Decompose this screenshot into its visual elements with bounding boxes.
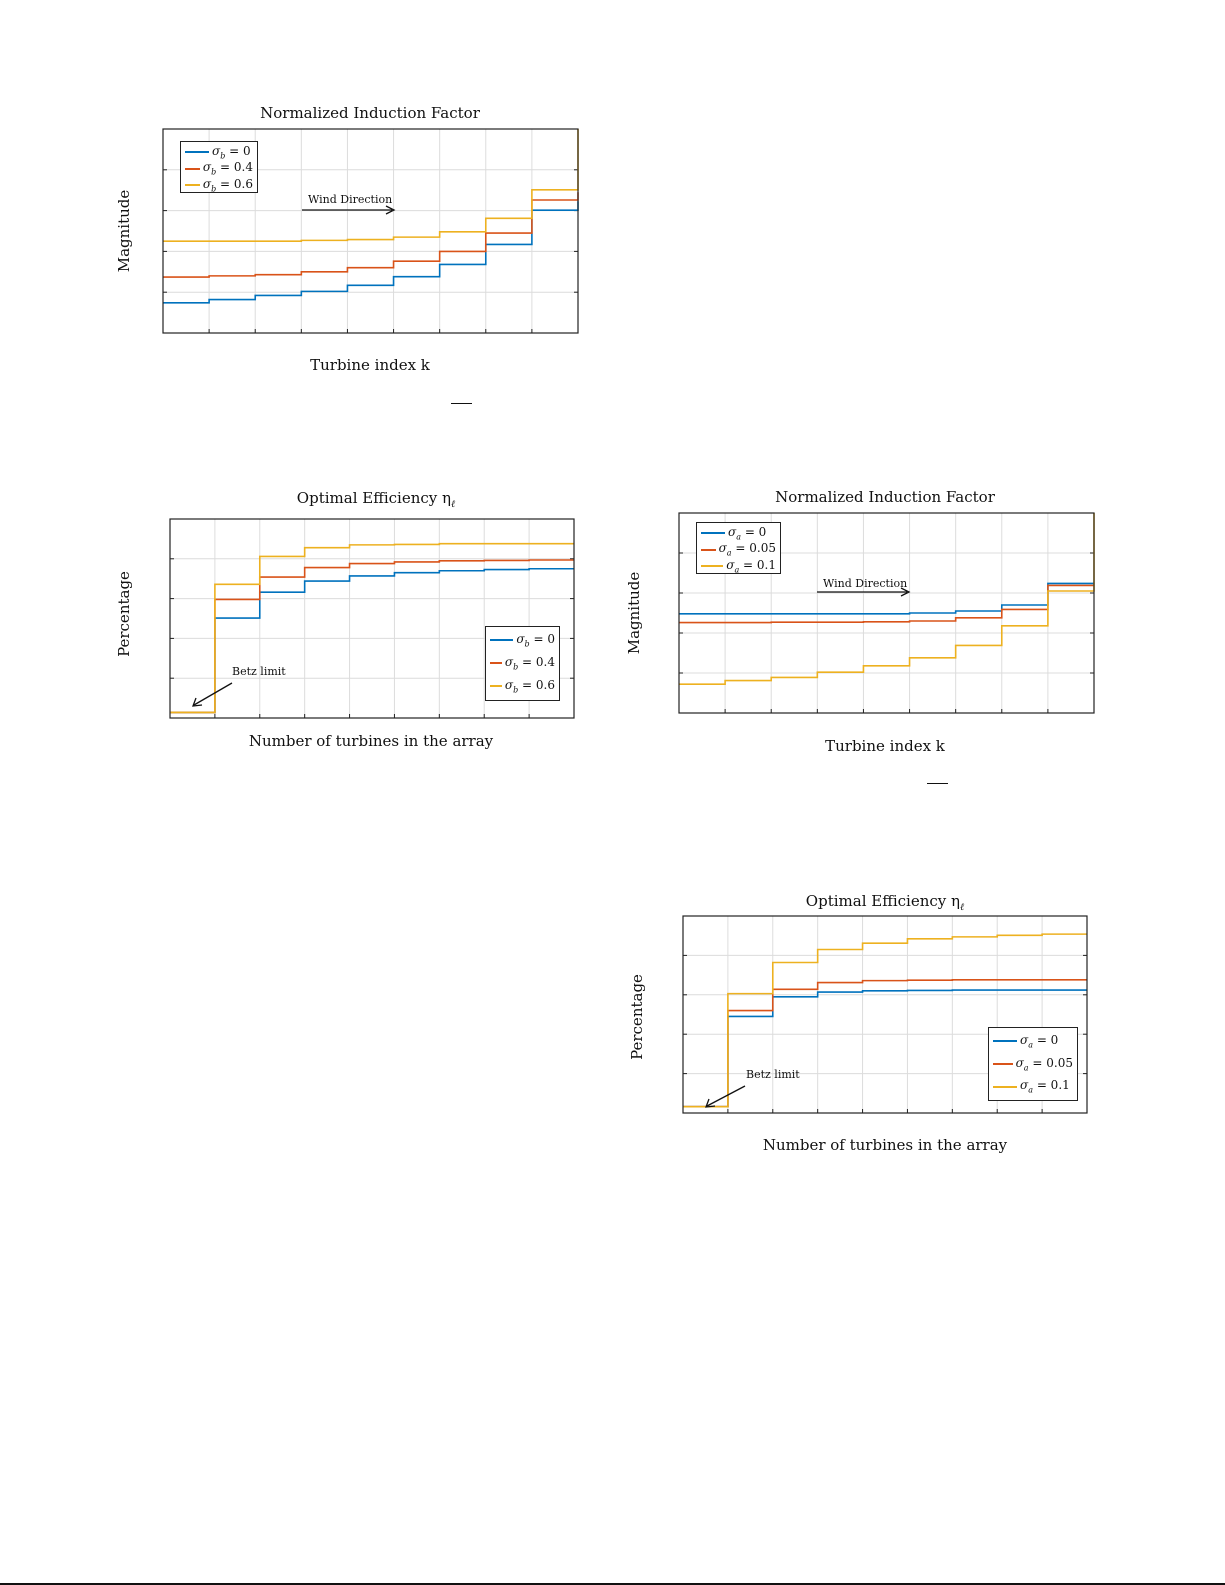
- legend-label: σb = 0: [212, 144, 251, 161]
- legend-entry: σa = 0: [993, 1033, 1073, 1050]
- axes-box: [678, 512, 1095, 714]
- legend: σb = 0 σb = 0.4 σb = 0.6: [180, 141, 258, 193]
- series-line-2: [170, 542, 574, 714]
- chart-title: Optimal Efficiency ηℓ: [805, 892, 965, 913]
- legend-label: σb = 0.6: [504, 678, 555, 695]
- legend-label: σb = 0: [516, 632, 555, 649]
- page-bottom-rule: [0, 1583, 1225, 1585]
- legend-entry: σa = 0.05: [993, 1056, 1073, 1072]
- legend-swatch: [701, 564, 724, 567]
- series-line-0: [170, 567, 574, 714]
- series-line-1: [679, 584, 1094, 624]
- axes-box: [682, 915, 1088, 1114]
- plot-area: [682, 915, 1088, 1114]
- chart-title: Optimal Efficiency ηℓ: [296, 489, 456, 510]
- legend-label: σb = 0.4: [202, 160, 253, 177]
- legend: σa = 0 σa = 0.05 σa = 0.1: [988, 1027, 1078, 1101]
- legend-entry: σb = 0.4: [185, 160, 253, 177]
- legend-entry: σa = 0.1: [993, 1078, 1073, 1095]
- legend-swatch: [185, 151, 209, 154]
- betz-limit-label: Betz limit: [232, 665, 286, 678]
- legend-entry: σb = 0.6: [490, 678, 555, 695]
- legend-label: σa = 0: [728, 525, 767, 542]
- legend-entry: σb = 0: [185, 144, 253, 160]
- legend-swatch: [185, 167, 200, 170]
- legend-swatch: [993, 1040, 1017, 1043]
- legend-swatch: [993, 1062, 1013, 1065]
- wind-direction-label: Wind Direction: [823, 577, 908, 590]
- legend-swatch: [490, 639, 514, 642]
- legend-swatch: [701, 532, 725, 535]
- axes-box: [162, 128, 579, 334]
- legend-label: σa = 0.1: [1020, 1078, 1070, 1095]
- axes-box: [169, 518, 575, 719]
- y-axis-label: Percentage: [628, 974, 646, 1060]
- series-line-1: [163, 192, 579, 278]
- wind-direction-arrow-icon: [817, 587, 911, 597]
- fraction-bar: [451, 403, 472, 404]
- series-line-0: [683, 989, 1087, 1108]
- chart-title: Normalized Induction Factor: [260, 104, 480, 122]
- legend-label: σa = 0.1: [726, 557, 776, 575]
- chart-title: Normalized Induction Factor: [775, 488, 995, 506]
- series-line-1: [683, 979, 1087, 1108]
- legend-entry: σb = 0.4: [490, 655, 555, 672]
- legend: σb = 0 σb = 0.4 σb = 0.6: [485, 626, 560, 701]
- legend-entry: σb = 0: [490, 632, 555, 649]
- betz-limit-arrow-icon: [705, 1085, 746, 1108]
- legend-label: σb = 0.6: [202, 176, 253, 194]
- x-axis-label: Number of turbines in the array: [248, 732, 494, 750]
- series-line-2: [683, 933, 1087, 1108]
- legend-swatch: [490, 685, 502, 688]
- betz-limit-arrow-icon: [192, 682, 233, 707]
- wind-direction-arrow-icon: [302, 205, 396, 215]
- legend-entry: σa = 0.05: [701, 541, 776, 558]
- betz-limit-label: Betz limit: [746, 1068, 800, 1081]
- legend-entry: σa = 0: [701, 525, 776, 541]
- legend-label: σa = 0.05: [1015, 1055, 1073, 1073]
- fraction-bar: [927, 783, 948, 784]
- series-line-2: [163, 129, 579, 242]
- y-axis-label: Magnitude: [625, 571, 643, 655]
- y-axis-label: Percentage: [115, 571, 133, 657]
- legend-label: σa = 0: [1020, 1033, 1059, 1050]
- legend-swatch: [701, 548, 716, 551]
- legend-label: σa = 0.05: [718, 541, 776, 558]
- legend-entry: σb = 0.6: [185, 177, 253, 193]
- series-line-0: [163, 201, 579, 304]
- x-axis-label: Turbine index k: [310, 356, 430, 374]
- x-axis-label: Turbine index k: [825, 737, 945, 755]
- legend-entry: σa = 0.1: [701, 558, 776, 574]
- y-axis-label: Magnitude: [115, 189, 133, 273]
- x-axis-label: Number of turbines in the array: [762, 1136, 1008, 1154]
- legend-label: σb = 0.4: [504, 655, 555, 672]
- legend-swatch: [490, 662, 502, 665]
- series-line-2: [679, 513, 1095, 685]
- legend-swatch: [993, 1085, 1017, 1088]
- series-line-1: [170, 559, 574, 714]
- plot-area: [162, 128, 579, 334]
- wind-direction-label: Wind Direction: [308, 193, 393, 206]
- legend: σa = 0 σa = 0.05 σa = 0.1: [696, 522, 781, 574]
- series-line-0: [679, 582, 1094, 615]
- legend-swatch: [185, 183, 200, 186]
